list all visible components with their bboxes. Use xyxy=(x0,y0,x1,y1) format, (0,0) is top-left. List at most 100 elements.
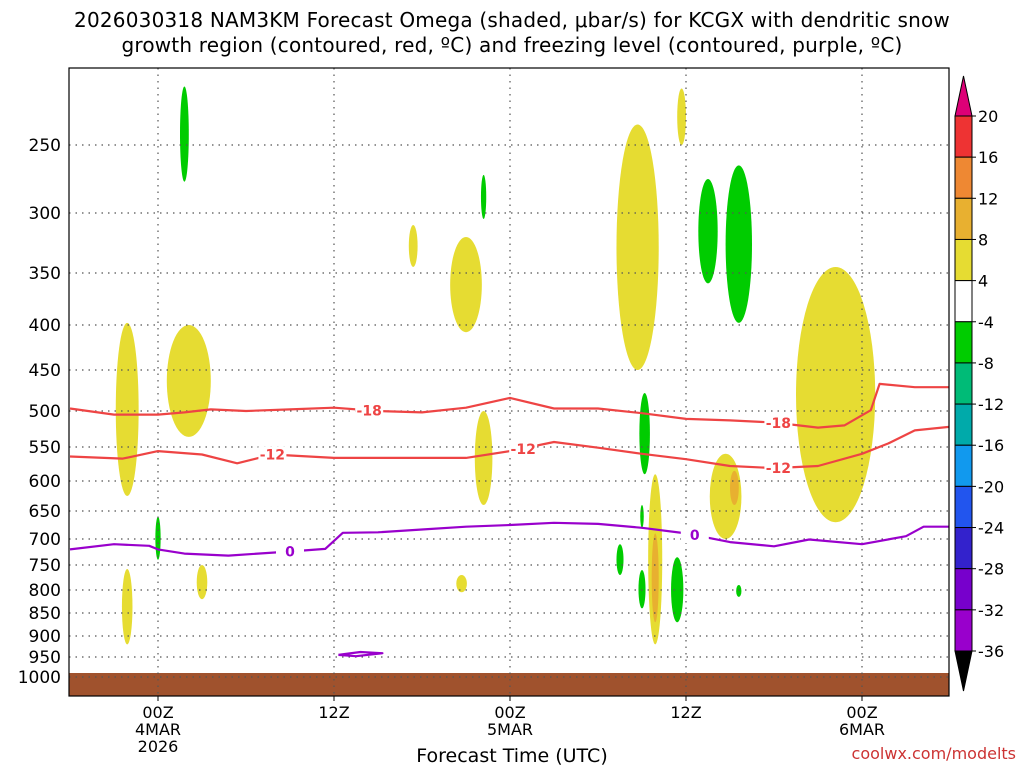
colorbar-label-10: -24 xyxy=(978,519,1004,538)
omega-shade-14 xyxy=(725,165,752,323)
contour-label2-0: -18 xyxy=(766,416,791,432)
colorbar-bottom-arrow xyxy=(954,650,973,692)
omega-shade-13 xyxy=(698,179,718,284)
y-tick-label-400: 400 xyxy=(29,316,61,336)
y-tick-label-850: 850 xyxy=(29,604,61,624)
contour-2 xyxy=(69,521,949,557)
x-tick-label-60-0: 12Z xyxy=(670,703,701,722)
colorbar-segment-8 xyxy=(954,444,973,487)
contour-label-2: 0 xyxy=(285,544,295,560)
plot-frame xyxy=(68,67,950,697)
contour-label3-bg xyxy=(509,441,538,458)
colorbar-segment-6 xyxy=(954,362,973,405)
colorbar-segment-9 xyxy=(954,485,973,529)
colorbar-segment-12 xyxy=(954,609,973,652)
contour-label-bg-0 xyxy=(355,402,384,419)
chart-title-line2: growth region (contoured, red, ºC) and f… xyxy=(121,33,903,57)
colorbar-label-6: -8 xyxy=(978,354,994,373)
contour-label3: -12 xyxy=(511,442,536,458)
colorbar-segment-3 xyxy=(954,238,973,282)
omega-shade-11 xyxy=(616,124,659,370)
colorbar-segment-4 xyxy=(954,280,973,323)
contour-label-bg-2 xyxy=(276,543,304,560)
contour-label-0: -18 xyxy=(357,403,382,419)
x-tick-label-80-0: 00Z xyxy=(846,703,877,722)
omega-shade-7 xyxy=(450,237,482,333)
y-tick-label-600: 600 xyxy=(29,472,61,492)
colorbar-segment-7 xyxy=(954,403,973,446)
omega-shade-6 xyxy=(408,225,418,267)
credit-link[interactable]: coolwx.com/modelts xyxy=(851,744,1016,763)
x-tick-label-40-0: 00Z xyxy=(494,703,525,722)
omega-shade-1 xyxy=(166,325,211,437)
omega-shade-4 xyxy=(196,565,208,600)
colorbar-label-13: -36 xyxy=(978,642,1004,661)
colorbar-label-3: 8 xyxy=(978,230,988,249)
omega-shade-18 xyxy=(651,533,659,623)
colorbar-label-1: 16 xyxy=(978,148,998,167)
colorbar-segment-11 xyxy=(954,568,973,611)
colorbar-label-7: -12 xyxy=(978,395,1004,414)
contour-label-bg-1 xyxy=(258,446,287,463)
colorbar-label-5: -4 xyxy=(978,313,994,332)
y-tick-label-950: 950 xyxy=(29,648,61,668)
y-tick-label-450: 450 xyxy=(29,361,61,381)
colorbar-label-12: -32 xyxy=(978,601,1004,620)
colorbar-top-arrow xyxy=(954,75,973,117)
y-tick-label-350: 350 xyxy=(29,264,61,284)
omega-shade-12 xyxy=(677,88,686,145)
contour-label2-bg-0 xyxy=(764,415,793,432)
y-tick-label-700: 700 xyxy=(29,530,61,550)
omega-shade-24 xyxy=(640,505,644,528)
y-tick-label-300: 300 xyxy=(29,204,61,224)
omega-shade-10 xyxy=(456,575,467,593)
y-tick-label-900: 900 xyxy=(29,627,61,647)
x-tick-label-0-0: 00Z xyxy=(142,703,173,722)
omega-shade-2 xyxy=(180,86,189,182)
colorbar-label-9: -20 xyxy=(978,477,1004,496)
omega-shade-15 xyxy=(796,267,876,523)
omega-shade-8 xyxy=(480,174,487,220)
colorbar-label-8: -16 xyxy=(978,436,1004,455)
y-tick-label-250: 250 xyxy=(29,136,61,156)
chart-title-line1: 2026030318 NAM3KM Forecast Omega (shaded… xyxy=(74,8,950,32)
colorbar-label-0: 20 xyxy=(978,107,998,126)
omega-shade-23 xyxy=(730,470,739,505)
y-tick-label-1000: 1000 xyxy=(18,668,61,688)
contour-label-1: -12 xyxy=(260,447,285,463)
x-tick-label-0-2: 2026 xyxy=(138,737,179,756)
omega-shade-19 xyxy=(638,570,646,609)
y-tick-label-800: 800 xyxy=(29,581,61,601)
contour-0 xyxy=(69,382,949,429)
colorbar-segment-5 xyxy=(954,321,973,364)
y-tick-label-550: 550 xyxy=(29,438,61,458)
y-tick-label-650: 650 xyxy=(29,502,61,522)
colorbar-label-4: 4 xyxy=(978,272,988,291)
omega-shade-16 xyxy=(639,392,650,475)
contour-label2-1: -12 xyxy=(766,461,791,477)
contour-label2-bg-2 xyxy=(680,527,709,544)
surface-terrain xyxy=(69,673,949,696)
colorbar-segment-2 xyxy=(954,197,973,240)
colorbar-segment-1 xyxy=(954,156,973,199)
omega-shade-21 xyxy=(616,544,624,575)
x-tick-label-20-0: 12Z xyxy=(318,703,349,722)
omega-shade-0 xyxy=(115,322,139,496)
x-axis-title: Forecast Time (UTC) xyxy=(416,745,608,767)
contour-3 xyxy=(338,650,384,658)
colorbar-label-11: -28 xyxy=(978,560,1004,579)
x-tick-label-0-1: 4MAR xyxy=(135,720,181,739)
colorbar-segment-10 xyxy=(954,527,973,570)
colorbar-segment-0 xyxy=(954,115,973,158)
y-tick-label-750: 750 xyxy=(29,556,61,576)
omega-shade-3 xyxy=(121,569,133,645)
contour-label2-bg-1 xyxy=(764,459,793,476)
omega-shade-9 xyxy=(474,411,493,505)
contour-label2-2: 0 xyxy=(690,528,700,544)
x-tick-label-80-1: 6MAR xyxy=(839,720,885,739)
omega-shade-20 xyxy=(671,557,684,623)
x-tick-label-40-1: 5MAR xyxy=(487,720,533,739)
colorbar-label-2: 12 xyxy=(978,189,998,208)
omega-shade-25 xyxy=(736,585,742,597)
